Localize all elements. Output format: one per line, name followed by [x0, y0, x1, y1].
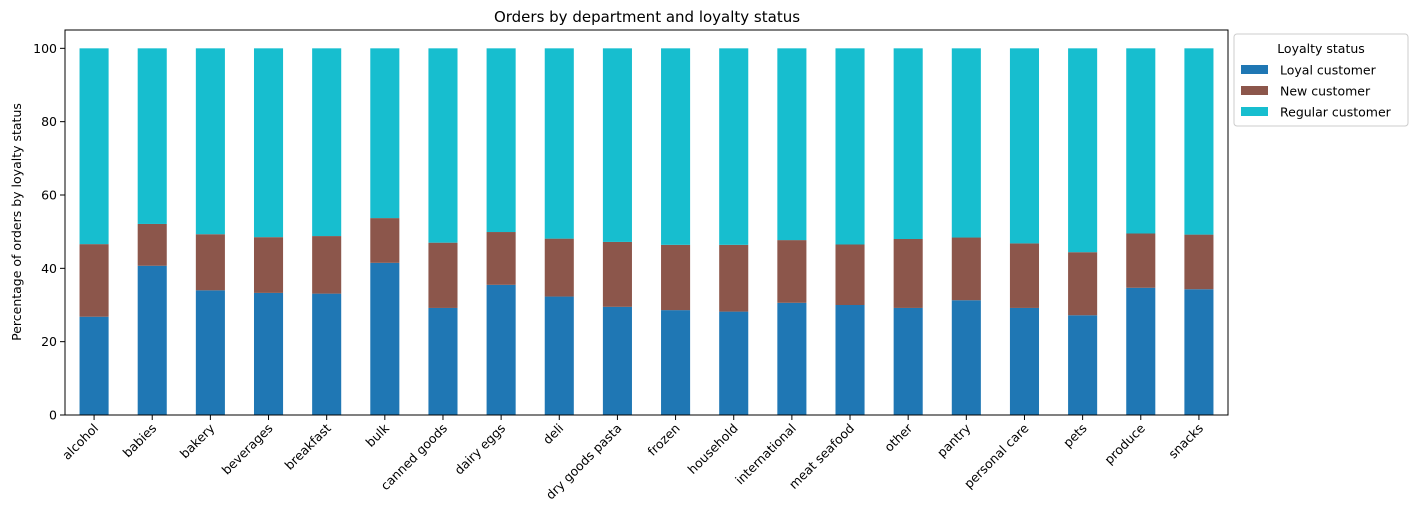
- bar-pets-loyal-customer: [1068, 315, 1098, 415]
- legend-box: [1233, 33, 1409, 127]
- bar-international-new-customer: [777, 240, 807, 303]
- y-tick-label: 80: [41, 114, 57, 129]
- bar-babies-loyal-customer: [137, 265, 167, 415]
- bar-pantry-new-customer: [951, 237, 981, 301]
- bar-household-new-customer: [719, 244, 749, 312]
- y-axis-ticks: 0 20 40 60 80 100: [33, 41, 65, 423]
- legend-swatch: [1241, 107, 1268, 116]
- y-tick-label: 20: [41, 334, 57, 349]
- bar-frozen-new-customer: [661, 244, 691, 311]
- bar-meat-seafood-new-customer: [835, 244, 865, 305]
- bar-dry-goods-pasta-loyal-customer: [602, 306, 632, 415]
- bar-frozen-regular-customer: [661, 48, 691, 245]
- bar-produce-regular-customer: [1126, 48, 1156, 234]
- bar-personal-care-loyal-customer: [1009, 307, 1040, 415]
- bar-beverages-new-customer: [253, 237, 284, 293]
- x-tick-label: pets: [1060, 421, 1090, 451]
- bar-pets-new-customer: [1068, 252, 1098, 316]
- x-tick-label: bakery: [177, 420, 218, 461]
- bar-other-new-customer: [893, 239, 923, 308]
- x-tick-label: pantry: [934, 420, 974, 460]
- x-tick-label: household: [685, 421, 741, 477]
- x-axis-ticks: alcohol babies bakery beverages breakfast bul…: [59, 415, 1206, 502]
- bar-snacks-regular-customer: [1184, 48, 1214, 235]
- bar-personal-care-regular-customer: [1009, 48, 1040, 244]
- bar-household-loyal-customer: [719, 311, 749, 415]
- legend-label: Loyal customer: [1280, 63, 1377, 78]
- bar-international-regular-customer: [777, 48, 807, 241]
- bar-meat-seafood-loyal-customer: [835, 305, 865, 415]
- x-tick-label: produce: [1101, 420, 1148, 467]
- legend: Loyalty status Loyal customer New custome…: [1233, 33, 1409, 127]
- bar-alcohol-loyal-customer: [79, 316, 109, 415]
- bar-breakfast-regular-customer: [312, 48, 342, 237]
- bar-babies-new-customer: [137, 223, 167, 266]
- bar-pets-regular-customer: [1068, 48, 1098, 253]
- legend-label: New customer: [1280, 84, 1371, 99]
- bar-babies-regular-customer: [137, 48, 167, 224]
- y-axis-label: Percentage of orders by loyalty status: [9, 103, 24, 341]
- legend-swatch: [1241, 86, 1268, 95]
- bar-canned-goods-new-customer: [428, 242, 458, 308]
- bar-bulk-regular-customer: [370, 48, 400, 219]
- bar-snacks-loyal-customer: [1184, 289, 1214, 415]
- legend-swatch: [1241, 65, 1268, 74]
- x-tick-label: bulk: [363, 420, 393, 450]
- y-tick-label: 0: [49, 408, 57, 423]
- bars-group: [79, 48, 1214, 415]
- bar-produce-loyal-customer: [1126, 287, 1156, 415]
- x-tick-label: other: [881, 420, 916, 455]
- bar-deli-loyal-customer: [544, 296, 574, 415]
- bar-snacks-new-customer: [1184, 234, 1214, 290]
- y-tick-label: 40: [41, 261, 57, 276]
- bar-dairy-eggs-new-customer: [486, 232, 516, 285]
- bar-personal-care-new-customer: [1009, 243, 1040, 308]
- x-tick-label: dairy eggs: [451, 421, 508, 478]
- bar-bulk-loyal-customer: [370, 262, 400, 415]
- bar-pantry-regular-customer: [951, 48, 981, 238]
- bar-household-regular-customer: [719, 48, 749, 245]
- bar-alcohol-regular-customer: [79, 48, 109, 245]
- bar-breakfast-loyal-customer: [312, 293, 342, 415]
- bar-pantry-loyal-customer: [951, 300, 981, 415]
- bar-dry-goods-pasta-new-customer: [602, 241, 632, 307]
- x-tick-label: breakfast: [282, 420, 334, 472]
- bar-frozen-loyal-customer: [661, 310, 691, 415]
- bar-beverages-regular-customer: [253, 48, 284, 238]
- legend-title: Loyalty status: [1277, 41, 1365, 56]
- bar-breakfast-new-customer: [312, 236, 342, 294]
- bar-international-loyal-customer: [777, 302, 807, 415]
- plot-frame: [64, 29, 1229, 416]
- bar-deli-regular-customer: [544, 48, 574, 239]
- bar-bakery-loyal-customer: [195, 290, 225, 415]
- bar-bakery-regular-customer: [195, 48, 225, 235]
- bar-canned-goods-regular-customer: [428, 48, 458, 243]
- legend-items: Loyal customer New customer Regular custom…: [1241, 63, 1392, 120]
- x-tick-label: alcohol: [59, 421, 101, 463]
- bar-bulk-new-customer: [370, 218, 400, 263]
- bar-other-loyal-customer: [893, 307, 923, 415]
- bar-beverages-loyal-customer: [253, 292, 284, 415]
- chart-title: Orders by department and loyalty status: [494, 8, 800, 26]
- x-tick-label: snacks: [1165, 421, 1206, 462]
- bar-dairy-eggs-regular-customer: [486, 48, 516, 233]
- bar-produce-new-customer: [1126, 233, 1156, 288]
- x-tick-label: deli: [540, 421, 567, 448]
- x-tick-label: beverages: [219, 421, 276, 478]
- x-tick-label: babies: [120, 421, 160, 461]
- bar-other-regular-customer: [893, 48, 923, 239]
- bar-bakery-new-customer: [195, 234, 225, 291]
- bar-meat-seafood-regular-customer: [835, 48, 865, 245]
- legend-label: Regular customer: [1280, 105, 1392, 120]
- y-tick-label: 60: [41, 188, 57, 203]
- y-tick-label: 100: [33, 41, 57, 56]
- bar-dry-goods-pasta-regular-customer: [602, 48, 632, 242]
- x-tick-label: frozen: [644, 421, 682, 459]
- bar-deli-new-customer: [544, 238, 574, 297]
- bar-dairy-eggs-loyal-customer: [486, 284, 516, 415]
- bar-alcohol-new-customer: [79, 244, 109, 317]
- bar-canned-goods-loyal-customer: [428, 307, 458, 415]
